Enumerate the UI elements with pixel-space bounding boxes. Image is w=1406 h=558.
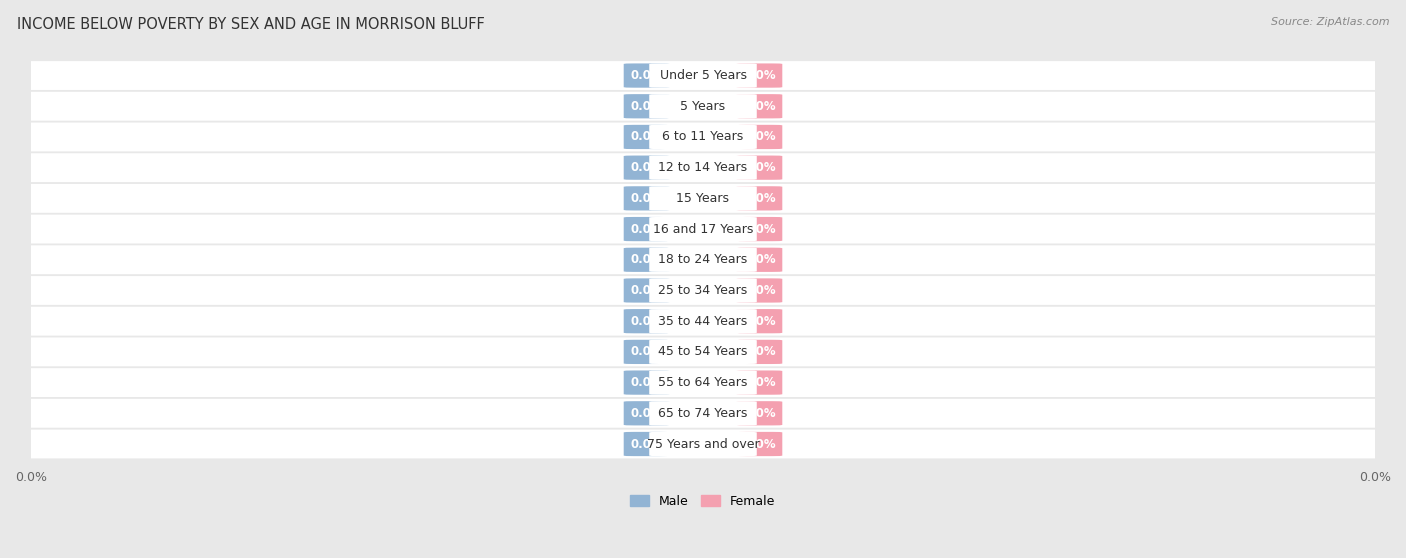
Text: 0.0%: 0.0% [630,315,662,328]
FancyBboxPatch shape [24,307,1382,335]
FancyBboxPatch shape [624,278,669,302]
FancyBboxPatch shape [24,399,1382,428]
FancyBboxPatch shape [624,248,669,272]
FancyBboxPatch shape [650,125,756,149]
Text: 0.0%: 0.0% [744,345,776,358]
FancyBboxPatch shape [650,278,756,302]
Text: 6 to 11 Years: 6 to 11 Years [662,131,744,143]
FancyBboxPatch shape [624,64,669,88]
FancyBboxPatch shape [737,340,782,364]
Text: 0.0%: 0.0% [630,69,662,82]
FancyBboxPatch shape [737,217,782,241]
Text: 0.0%: 0.0% [744,161,776,174]
Text: 0.0%: 0.0% [744,192,776,205]
FancyBboxPatch shape [650,401,756,425]
FancyBboxPatch shape [24,338,1382,366]
Text: 0.0%: 0.0% [630,376,662,389]
FancyBboxPatch shape [737,248,782,272]
FancyBboxPatch shape [650,64,756,88]
Text: 0.0%: 0.0% [744,437,776,450]
FancyBboxPatch shape [650,371,756,395]
Text: 0.0%: 0.0% [744,407,776,420]
Text: 0.0%: 0.0% [630,192,662,205]
Text: Source: ZipAtlas.com: Source: ZipAtlas.com [1271,17,1389,27]
FancyBboxPatch shape [737,432,782,456]
FancyBboxPatch shape [737,278,782,302]
FancyBboxPatch shape [24,123,1382,151]
FancyBboxPatch shape [624,186,669,210]
Legend: Male, Female: Male, Female [626,490,780,513]
Text: 15 Years: 15 Years [676,192,730,205]
Text: 55 to 64 Years: 55 to 64 Years [658,376,748,389]
Text: 0.0%: 0.0% [630,284,662,297]
FancyBboxPatch shape [24,92,1382,121]
Text: 0.0%: 0.0% [630,131,662,143]
Text: 0.0%: 0.0% [744,376,776,389]
FancyBboxPatch shape [737,309,782,333]
FancyBboxPatch shape [737,371,782,395]
FancyBboxPatch shape [650,340,756,364]
FancyBboxPatch shape [650,156,756,180]
FancyBboxPatch shape [624,371,669,395]
FancyBboxPatch shape [624,309,669,333]
FancyBboxPatch shape [624,125,669,149]
Text: 18 to 24 Years: 18 to 24 Years [658,253,748,266]
FancyBboxPatch shape [650,432,756,456]
Text: Under 5 Years: Under 5 Years [659,69,747,82]
Text: 75 Years and over: 75 Years and over [647,437,759,450]
FancyBboxPatch shape [650,94,756,118]
Text: 0.0%: 0.0% [630,223,662,235]
FancyBboxPatch shape [24,246,1382,274]
Text: 0.0%: 0.0% [630,345,662,358]
FancyBboxPatch shape [24,184,1382,213]
FancyBboxPatch shape [737,186,782,210]
Text: 0.0%: 0.0% [744,131,776,143]
FancyBboxPatch shape [737,64,782,88]
Text: 0.0%: 0.0% [744,284,776,297]
FancyBboxPatch shape [650,248,756,272]
FancyBboxPatch shape [624,94,669,118]
FancyBboxPatch shape [24,430,1382,459]
FancyBboxPatch shape [624,401,669,425]
FancyBboxPatch shape [650,217,756,241]
Text: 5 Years: 5 Years [681,100,725,113]
Text: 25 to 34 Years: 25 to 34 Years [658,284,748,297]
Text: 12 to 14 Years: 12 to 14 Years [658,161,748,174]
Text: 0.0%: 0.0% [744,100,776,113]
Text: 0.0%: 0.0% [744,253,776,266]
Text: 0.0%: 0.0% [630,161,662,174]
FancyBboxPatch shape [650,309,756,333]
FancyBboxPatch shape [737,125,782,149]
Text: 0.0%: 0.0% [744,223,776,235]
FancyBboxPatch shape [24,215,1382,243]
Text: 35 to 44 Years: 35 to 44 Years [658,315,748,328]
Text: 0.0%: 0.0% [630,407,662,420]
Text: 16 and 17 Years: 16 and 17 Years [652,223,754,235]
Text: INCOME BELOW POVERTY BY SEX AND AGE IN MORRISON BLUFF: INCOME BELOW POVERTY BY SEX AND AGE IN M… [17,17,485,32]
Text: 45 to 54 Years: 45 to 54 Years [658,345,748,358]
FancyBboxPatch shape [624,340,669,364]
FancyBboxPatch shape [624,432,669,456]
Text: 0.0%: 0.0% [630,437,662,450]
Text: 0.0%: 0.0% [630,100,662,113]
Text: 0.0%: 0.0% [744,69,776,82]
Text: 0.0%: 0.0% [744,315,776,328]
FancyBboxPatch shape [737,156,782,180]
FancyBboxPatch shape [24,61,1382,90]
FancyBboxPatch shape [24,276,1382,305]
FancyBboxPatch shape [624,156,669,180]
Text: 65 to 74 Years: 65 to 74 Years [658,407,748,420]
FancyBboxPatch shape [650,186,756,210]
Text: 0.0%: 0.0% [630,253,662,266]
FancyBboxPatch shape [737,401,782,425]
FancyBboxPatch shape [24,368,1382,397]
FancyBboxPatch shape [24,153,1382,182]
FancyBboxPatch shape [624,217,669,241]
FancyBboxPatch shape [737,94,782,118]
